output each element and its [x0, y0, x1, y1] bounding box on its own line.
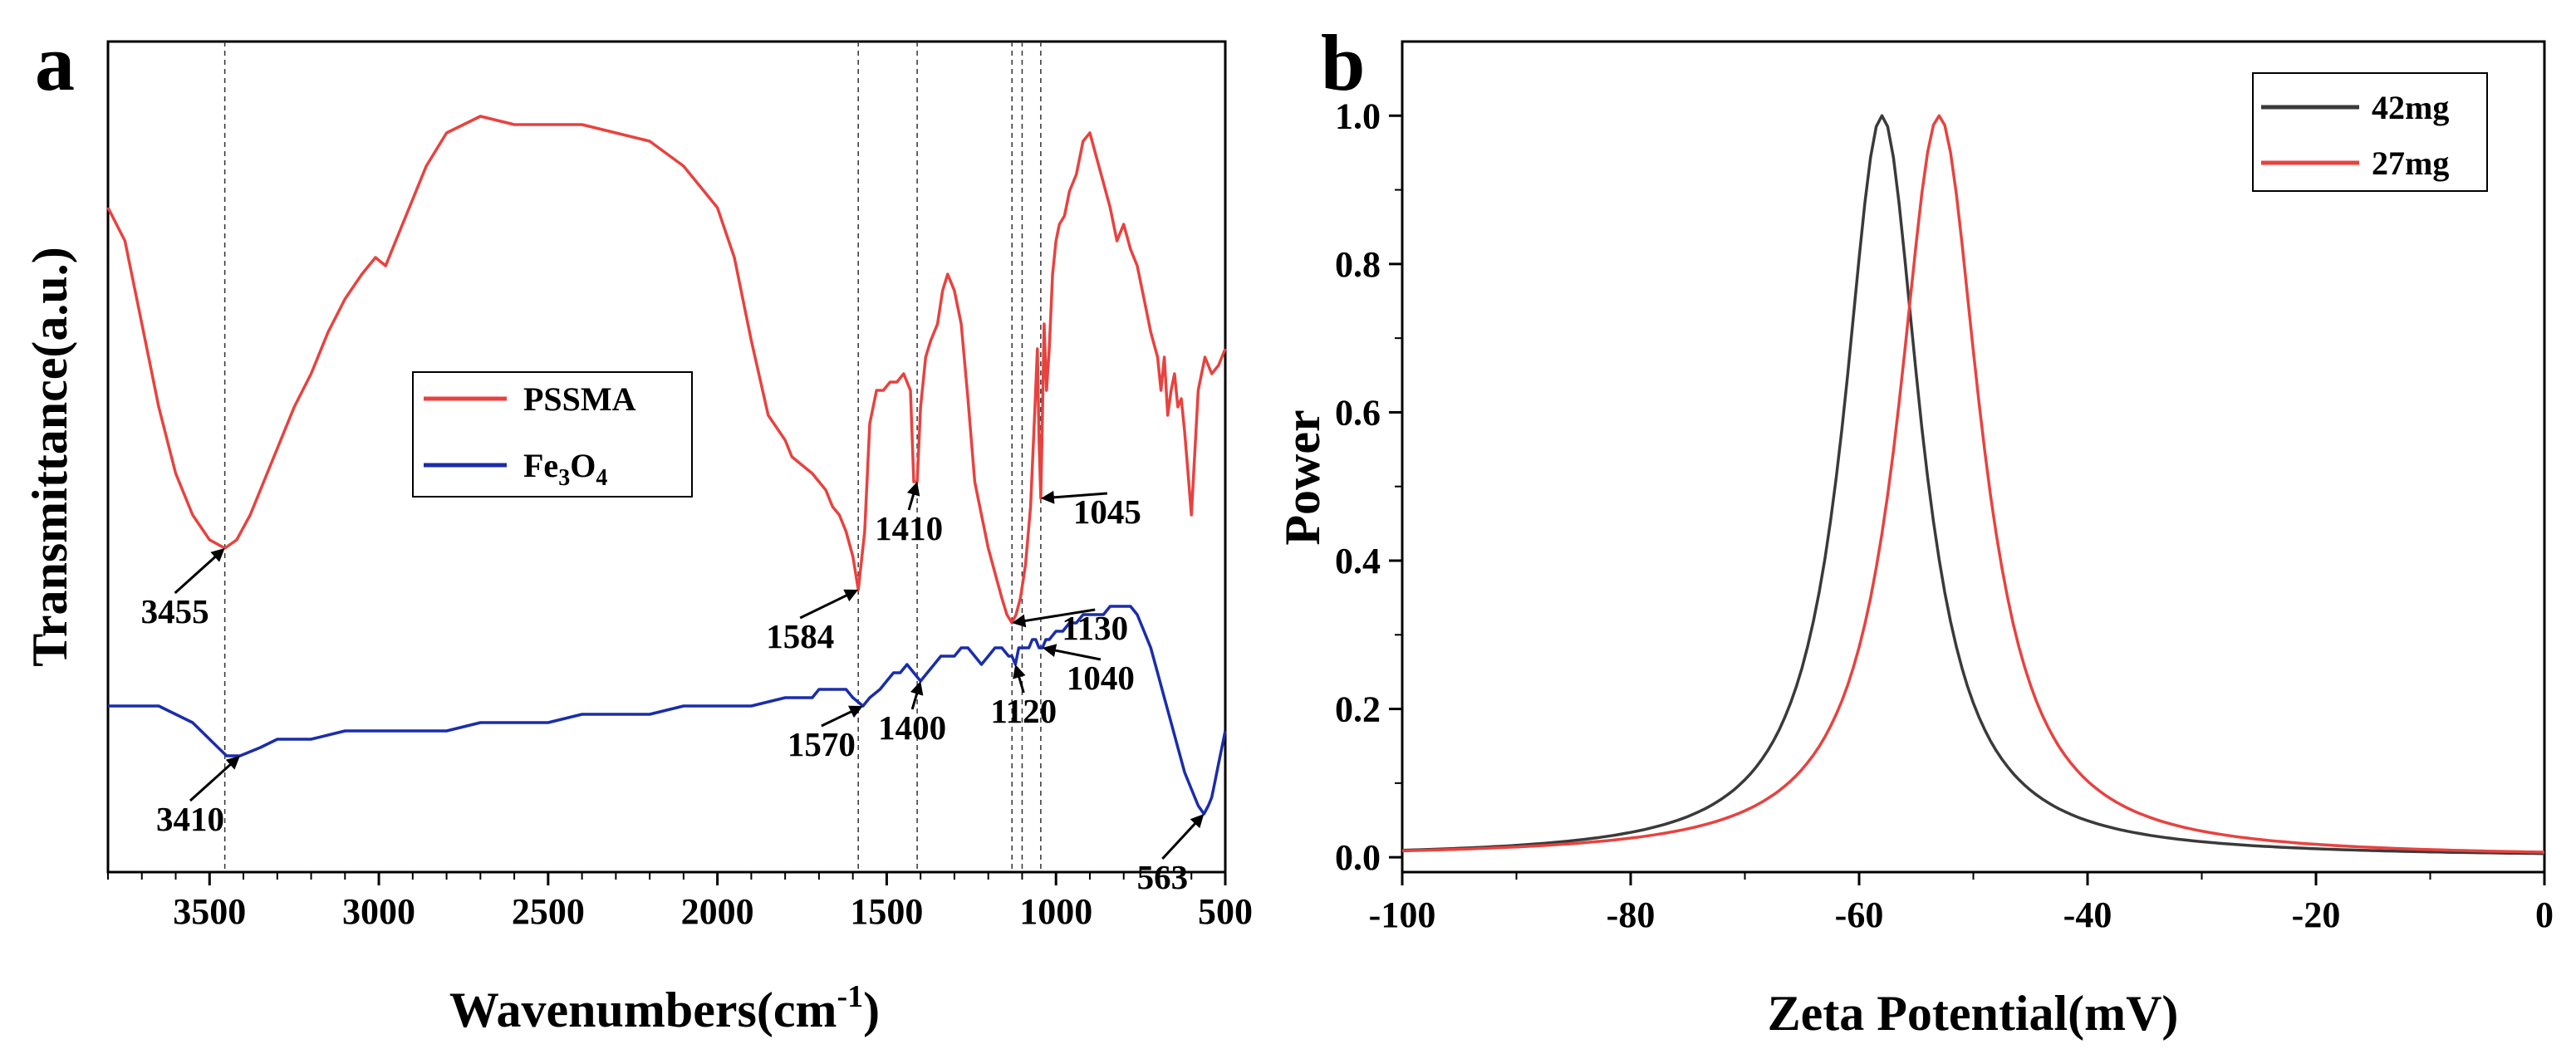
annotation-arrowhead	[1040, 490, 1055, 504]
series-line-fe3o4	[108, 605, 1227, 816]
series-line-27mg	[1401, 114, 2545, 854]
annotation-arrowhead	[1190, 814, 1205, 829]
annotation-arrow	[189, 757, 238, 802]
y-tick-label: 0.0	[1335, 837, 1381, 878]
annotation-label: 3410	[156, 800, 224, 838]
annotation-arrow	[1161, 816, 1202, 860]
panel-b-series	[1401, 114, 2545, 855]
annotation-label: 1584	[766, 617, 834, 655]
y-tick-label: 0.4	[1335, 541, 1381, 581]
annotation-1400: 1400	[878, 681, 946, 747]
panel-b-letter: b	[1321, 18, 1365, 107]
annotation-arrow	[1016, 608, 1096, 624]
annotation-label: 1130	[1062, 609, 1128, 647]
annotation-label: 1410	[875, 509, 943, 547]
x-tick-label: 500	[1198, 891, 1253, 932]
x-tick-label: 0	[2535, 895, 2554, 935]
legend-label-pssma: PSSMA	[523, 380, 636, 418]
panel-b-y-axis-label: Power	[1275, 409, 1330, 545]
annotation-label: 1400	[878, 708, 946, 747]
annotation-3455: 3455	[141, 548, 225, 630]
panel-b-legend-box	[2252, 72, 2488, 192]
x-tick-label: -60	[1835, 895, 1884, 935]
x-tick-label: 1500	[850, 891, 923, 932]
series-line-42mg	[1401, 114, 2545, 855]
annotation-3410: 3410	[156, 756, 240, 838]
annotation-arrowhead	[910, 681, 924, 696]
legend-label-fe3o4: Fe3O4	[523, 447, 607, 491]
annotation-1120: 1120	[990, 664, 1057, 730]
x-tick-label: -100	[1369, 895, 1436, 935]
panel-a-axes-frame	[106, 40, 1227, 874]
panel-a-x-ticks: 3500 3000 2500 2000 1500 1000 500	[107, 872, 1253, 932]
annotation-arrowhead	[1012, 614, 1027, 628]
panel-b: b -100 -80 -60 -40 -20 0 0.0 0.2 0.4 0.6 0.8 1.0 Z…	[1275, 18, 2554, 1041]
panel-a-y-axis-label: Transmittance(a.u.)	[22, 247, 77, 667]
x-tick-label: -80	[1607, 895, 1656, 935]
annotation-arrow	[1047, 647, 1102, 661]
x-tick-label: 1000	[1019, 891, 1092, 932]
annotation-arrowhead	[906, 482, 920, 497]
panel-b-x-axis-label: Zeta Potential(mV)	[1768, 986, 2179, 1041]
annotation-arrowhead	[1042, 644, 1057, 657]
x-tick-label: 2000	[681, 891, 754, 932]
x-tick-label: -40	[2063, 895, 2112, 935]
panel-b-x-ticks: -100 -80 -60 -40 -20 0	[1369, 872, 2554, 935]
annotation-label: 1045	[1073, 493, 1141, 531]
panel-a-legend-box	[412, 371, 693, 498]
panel-a: a 3455 1584 1410 1130 1045 3410 1570 1400 1120 10…	[22, 18, 1253, 1037]
annotation-arrowhead	[210, 548, 225, 562]
panel-b-legend: 42mg 27mg	[2252, 72, 2488, 192]
y-tick-label: 0.2	[1335, 689, 1381, 730]
annotation-563: 563	[1137, 814, 1205, 896]
annotation-1040: 1040	[1042, 644, 1135, 697]
series-line-pssma	[106, 115, 1227, 625]
panel-a-annotations: 3455 1584 1410 1130 1045 3410 1570 1400 1120 1040…	[141, 482, 1205, 896]
annotation-label: 1040	[1067, 659, 1135, 697]
annotation-1570: 1570	[788, 705, 863, 763]
annotation-arrowhead	[1013, 664, 1026, 679]
annotation-arrow	[799, 591, 855, 620]
legend-label-42mg: 42mg	[2372, 89, 2449, 126]
annotation-arrowhead	[843, 589, 859, 602]
panel-b-y-ticks: 0.0 0.2 0.4 0.6 0.8 1.0	[1335, 96, 1402, 878]
annotation-label: 1570	[788, 725, 856, 763]
y-tick-label: 0.8	[1335, 244, 1381, 285]
annotation-arrowhead	[848, 705, 863, 718]
annotation-1130: 1130	[1012, 608, 1128, 647]
annotation-label: 1120	[990, 692, 1057, 730]
y-tick-label: 1.0	[1335, 96, 1381, 136]
annotation-arrowhead	[225, 756, 240, 770]
annotation-label: 3455	[141, 592, 209, 630]
panel-a-series	[106, 115, 1227, 816]
panel-a-letter: a	[35, 18, 75, 107]
panel-a-legend: PSSMA Fe3O4	[412, 371, 693, 498]
x-tick-label: 2500	[512, 891, 585, 932]
legend-label-27mg: 27mg	[2372, 145, 2449, 182]
y-tick-label: 0.6	[1335, 392, 1381, 433]
annotation-arrow	[1045, 492, 1107, 500]
panel-a-x-axis-label: Wavenumbers(cm-1)	[449, 979, 880, 1037]
annotation-arrow	[174, 550, 223, 595]
x-tick-label: 3500	[173, 891, 246, 932]
annotation-1045: 1045	[1040, 490, 1141, 531]
x-tick-label: 3000	[342, 891, 415, 932]
annotation-1584: 1584	[766, 589, 859, 655]
annotation-1410: 1410	[875, 482, 943, 547]
annotation-label: 563	[1137, 858, 1189, 896]
x-tick-label: -20	[2292, 895, 2341, 935]
